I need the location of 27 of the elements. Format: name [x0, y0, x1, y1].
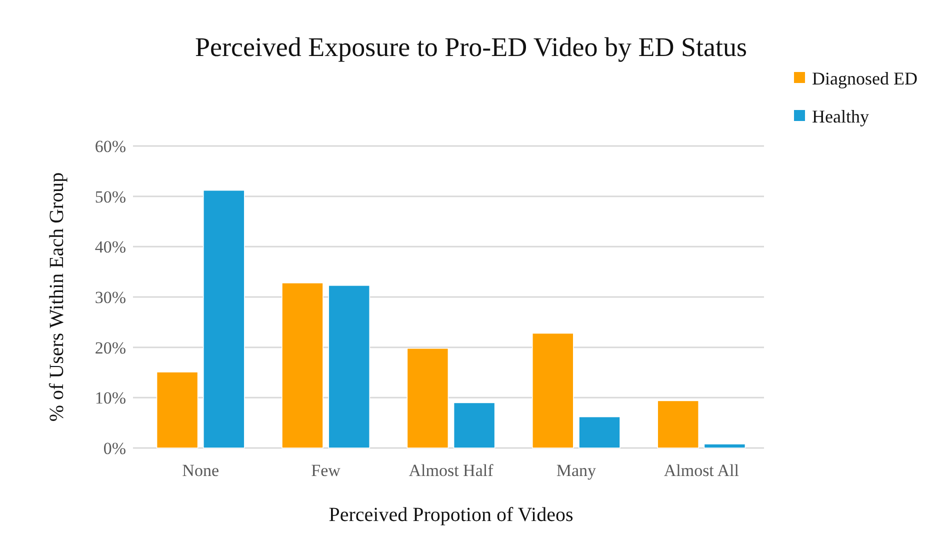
x-tick-label: None — [182, 461, 220, 480]
y-tick-label: 20% — [94, 338, 126, 358]
bar — [532, 332, 574, 448]
x-tick-label: Few — [311, 461, 342, 480]
bar — [578, 416, 620, 448]
y-tick-label: 40% — [94, 238, 126, 257]
bar — [156, 372, 198, 448]
legend-label: Diagnosed ED — [812, 68, 918, 88]
bar — [453, 402, 496, 448]
legend-label: Healthy — [812, 106, 869, 126]
bar — [202, 190, 245, 448]
y-tick-label: 50% — [94, 187, 126, 206]
y-axis-title: % of Users Within Each Group — [46, 172, 68, 422]
x-tick-label: Many — [556, 461, 597, 480]
y-tick-label: 60% — [94, 136, 126, 156]
x-tick-label: Almost All — [664, 461, 740, 480]
x-tick-label: Almost Half — [408, 461, 494, 480]
chart-title: Perceived Exposure to Pro-ED Video by ED Status — [194, 32, 748, 62]
bar — [657, 400, 700, 448]
bar — [406, 348, 449, 448]
y-tick-label: 10% — [94, 388, 126, 408]
y-tick-label: 30% — [94, 288, 126, 307]
y-tick-label: 0% — [103, 438, 126, 458]
x-axis-title: Perceived Propotion of Videos — [328, 504, 574, 526]
bar — [704, 444, 746, 448]
bar — [282, 282, 324, 448]
bar — [328, 285, 370, 448]
